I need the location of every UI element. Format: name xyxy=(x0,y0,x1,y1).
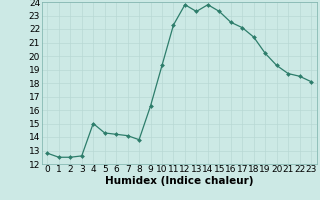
X-axis label: Humidex (Indice chaleur): Humidex (Indice chaleur) xyxy=(105,176,253,186)
